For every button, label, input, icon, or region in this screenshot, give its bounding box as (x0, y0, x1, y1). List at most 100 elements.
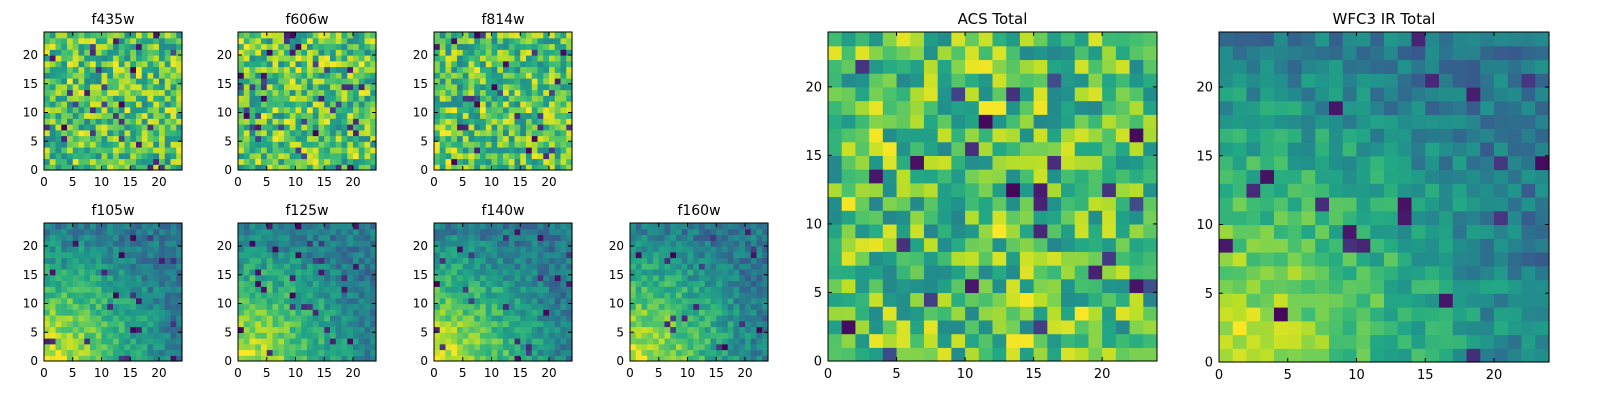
heatmap-cell (434, 234, 441, 241)
heatmap-cell (78, 37, 85, 45)
heatmap-cell (531, 338, 539, 345)
heatmap-cell (756, 292, 763, 299)
heatmap-cell (828, 73, 843, 88)
heatmap-cell (1466, 293, 1481, 308)
heatmap-cell (641, 332, 648, 339)
heatmap-cell (630, 326, 637, 333)
heatmap-cell (937, 265, 952, 280)
heatmap-cell (266, 141, 274, 148)
heatmap-cell (136, 83, 143, 91)
heatmap-cell (130, 234, 137, 241)
heatmap-cell (159, 343, 166, 351)
heatmap-cell (295, 223, 302, 230)
heatmap-cell (107, 355, 114, 362)
heatmap-cell (855, 127, 870, 143)
heatmap-cell (249, 112, 256, 119)
heatmap-cell (347, 83, 354, 91)
heatmap-cell (249, 49, 256, 56)
heatmap-cell (750, 269, 758, 276)
heatmap-cell (434, 95, 441, 102)
y-tick-label: 0 (420, 354, 428, 368)
heatmap-cell (90, 343, 97, 351)
heatmap-cell (722, 309, 729, 316)
heatmap-cell (147, 355, 154, 362)
heatmap-cell (508, 263, 516, 270)
heatmap-cell (560, 118, 567, 125)
heatmap-cell (130, 355, 137, 362)
heatmap-cell (324, 78, 331, 85)
heatmap-cell (318, 309, 325, 316)
heatmap-cell (67, 303, 74, 310)
heatmap-cell (118, 228, 126, 236)
heatmap-cell (49, 89, 57, 96)
heatmap-cell (249, 89, 256, 96)
heatmap-cell (164, 251, 172, 259)
heatmap-cell (312, 315, 320, 322)
heatmap-cell (141, 286, 149, 293)
heatmap-cell (170, 332, 177, 339)
heatmap-cell (485, 240, 493, 247)
heatmap-cell (141, 223, 149, 230)
heatmap-cell (882, 114, 898, 129)
heatmap-cell (243, 124, 251, 131)
heatmap-cell (910, 278, 925, 294)
heatmap-cell (635, 269, 643, 276)
heatmap-cell (318, 37, 325, 45)
heatmap-cell (566, 286, 573, 293)
heatmap-cell (965, 45, 980, 61)
heatmap-cell (896, 114, 911, 129)
heatmap-cell (491, 292, 498, 299)
heatmap-cell (255, 246, 262, 253)
heatmap-cell (1535, 348, 1550, 363)
heatmap-cell (324, 72, 331, 79)
heatmap-cell (855, 347, 870, 362)
heatmap-cell (560, 37, 567, 45)
heatmap-cell (170, 263, 177, 270)
heatmap-cell (992, 127, 1007, 143)
heatmap-cell (84, 292, 91, 299)
heatmap-cell (474, 164, 481, 171)
heatmap-cell (72, 292, 80, 299)
heatmap-cell (341, 240, 348, 247)
heatmap-cell (664, 292, 671, 299)
heatmap-cell (445, 147, 452, 154)
heatmap-cell (238, 326, 245, 333)
heatmap-cell (762, 274, 769, 282)
heatmap-cell (1494, 334, 1509, 349)
heatmap-cell (118, 101, 126, 108)
heatmap-cell (434, 338, 441, 345)
heatmap-cell (503, 338, 510, 345)
heatmap-cell (289, 37, 297, 45)
heatmap-cell (141, 147, 149, 154)
heatmap-cell (170, 355, 177, 362)
heatmap-cell (136, 158, 143, 165)
heatmap-cell (733, 234, 740, 241)
heatmap-cell (693, 228, 700, 236)
heatmap-cell (49, 320, 57, 328)
heatmap-cell (445, 292, 452, 299)
heatmap-cell (1088, 237, 1103, 252)
heatmap-cell (462, 147, 470, 154)
heatmap-cell (951, 59, 966, 74)
heatmap-cell (278, 297, 285, 305)
heatmap-cell (554, 95, 562, 102)
heatmap-cell (353, 303, 360, 310)
heatmap-cell (716, 315, 723, 322)
heatmap-cell (358, 147, 366, 154)
heatmap-cell (301, 303, 308, 310)
heatmap-cell (284, 257, 291, 264)
heatmap-cell (113, 49, 120, 56)
y-tick-label: 15 (609, 268, 624, 282)
heatmap-cell (95, 118, 103, 125)
heatmap-cell (937, 319, 952, 335)
heatmap-cell (937, 73, 952, 88)
heatmap-cell (978, 59, 994, 74)
heatmap-cell (347, 263, 354, 270)
heatmap-cell (451, 60, 458, 68)
heatmap-cell (130, 280, 137, 287)
heatmap-cell (1507, 307, 1523, 322)
heatmap-cell (238, 280, 245, 287)
heatmap-cell (289, 349, 297, 356)
